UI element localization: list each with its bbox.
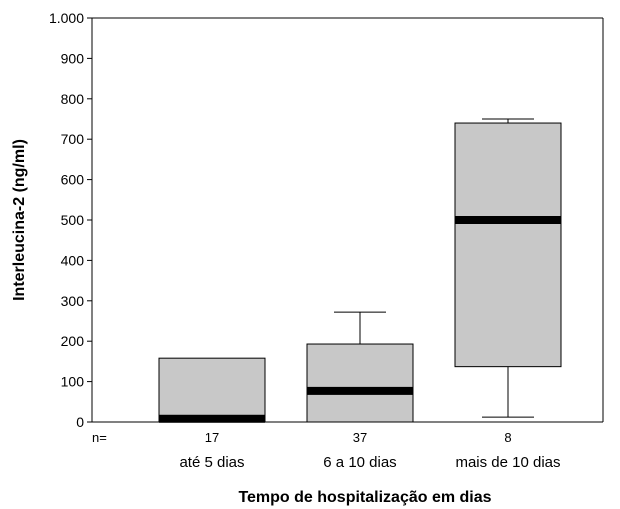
median-line bbox=[307, 386, 413, 395]
box-group bbox=[306, 311, 414, 423]
y-axis: 0 100 200 300 400 500 600 700 800 900 1.000 bbox=[49, 10, 92, 430]
y-tick-label: 700 bbox=[61, 131, 85, 147]
median-line bbox=[159, 414, 265, 423]
x-axis-labels: 17 até 5 dias 37 6 a 10 dias 8 mais de 10 dia… bbox=[179, 430, 560, 471]
n-value: 37 bbox=[353, 430, 367, 445]
y-tick-label: 0 bbox=[76, 414, 84, 430]
y-tick-label: 1.000 bbox=[49, 10, 84, 26]
y-tick-label: 900 bbox=[61, 50, 85, 66]
median-line bbox=[455, 216, 561, 224]
category-label: 6 a 10 dias bbox=[323, 454, 396, 471]
box bbox=[306, 343, 414, 423]
n-value: 8 bbox=[504, 430, 511, 445]
n-value: 17 bbox=[205, 430, 219, 445]
category-label: mais de 10 dias bbox=[455, 454, 560, 471]
y-tick-label: 400 bbox=[61, 252, 85, 268]
y-axis-title: Interleucina-2 (ng/ml) bbox=[11, 139, 28, 301]
box-group bbox=[158, 357, 266, 423]
y-tick-label: 100 bbox=[61, 374, 85, 390]
box bbox=[158, 357, 266, 423]
y-tick-label: 300 bbox=[61, 293, 85, 309]
boxes bbox=[158, 118, 562, 423]
x-axis-title: Tempo de hospitalização em dias bbox=[238, 489, 491, 506]
y-tick-label: 200 bbox=[61, 333, 85, 349]
y-tick-label: 600 bbox=[61, 172, 85, 188]
y-tick-label: 500 bbox=[61, 212, 85, 228]
box bbox=[454, 122, 562, 368]
y-tick-label: 800 bbox=[61, 91, 85, 107]
category-label: até 5 dias bbox=[179, 454, 244, 471]
box-group bbox=[454, 118, 562, 418]
n-prefix-label: n= bbox=[92, 430, 107, 445]
